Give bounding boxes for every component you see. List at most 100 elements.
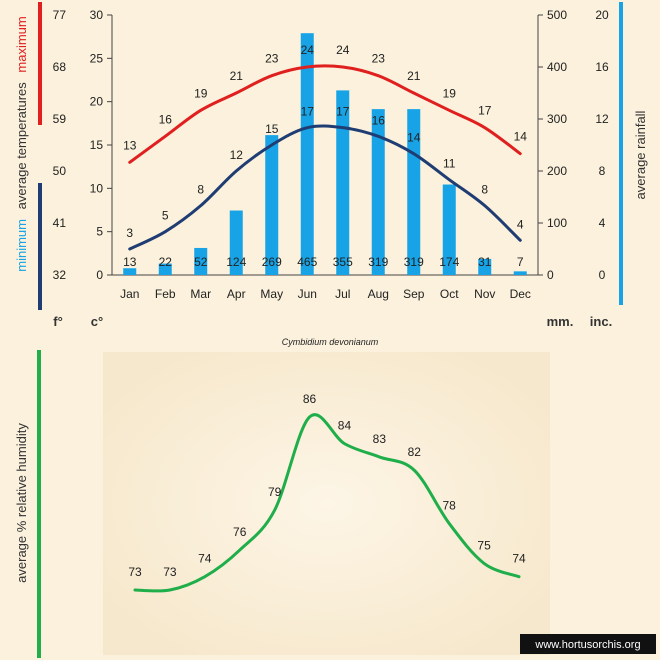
minimum-label-jul: 17 bbox=[336, 105, 350, 119]
humidity-label-feb: 73 bbox=[163, 565, 177, 579]
unit-inches: inc. bbox=[590, 314, 612, 329]
maximum-label: maximum bbox=[14, 16, 29, 72]
minimum-label-apr: 12 bbox=[230, 148, 244, 162]
minimum-label-mar: 8 bbox=[197, 183, 204, 197]
mm-tick-300: 300 bbox=[547, 112, 567, 126]
minimum-label-jun: 17 bbox=[301, 105, 315, 119]
fahrenheit-tick-68: 68 bbox=[53, 60, 67, 74]
inch-tick-0: 0 bbox=[599, 268, 606, 282]
celsius-tick-10: 10 bbox=[90, 181, 104, 195]
maximum-label-apr: 21 bbox=[230, 69, 244, 83]
maximum-label-jul: 24 bbox=[336, 43, 350, 57]
x-tick-apr: Apr bbox=[227, 287, 246, 301]
rainfall-label-jan: 13 bbox=[123, 255, 137, 269]
rainfall-bar-aug bbox=[371, 109, 385, 276]
maximum-label-dec: 14 bbox=[514, 130, 528, 144]
axis-ticks: Jan Feb Mar Apr May Jun Jul Aug Sep Oct Nov Dec 0 5 10… bbox=[53, 8, 609, 301]
unit-fahrenheit: f° bbox=[53, 314, 63, 329]
rainfall-bar-dec bbox=[513, 271, 527, 275]
minimum-label-aug: 16 bbox=[372, 113, 386, 127]
humidity-label-jan: 73 bbox=[128, 565, 142, 579]
rainfall-label-apr: 124 bbox=[226, 255, 246, 269]
inch-tick-4: 4 bbox=[599, 216, 606, 230]
unit-mm: mm. bbox=[547, 314, 574, 329]
rainfall-label-aug: 319 bbox=[368, 255, 388, 269]
maximum-label-jan: 13 bbox=[123, 138, 137, 152]
watermark-box bbox=[520, 634, 656, 654]
rainfall-label-may: 269 bbox=[262, 255, 282, 269]
fahrenheit-tick-59: 59 bbox=[53, 112, 67, 126]
humidity-chart: 73 73 74 76 79 86 84 83 82 78 75 74 bbox=[128, 392, 526, 593]
humidity-label-may: 79 bbox=[268, 485, 282, 499]
x-tick-nov: Nov bbox=[474, 287, 495, 301]
x-tick-sep: Sep bbox=[403, 287, 425, 301]
humidity-label-jun: 86 bbox=[303, 392, 317, 406]
celsius-tick-0: 0 bbox=[96, 268, 103, 282]
fahrenheit-tick-77: 77 bbox=[53, 8, 67, 22]
temperature-lines bbox=[128, 64, 522, 251]
maximum-label-may: 23 bbox=[265, 52, 279, 66]
celsius-tick-15: 15 bbox=[90, 138, 104, 152]
x-tick-aug: Aug bbox=[368, 287, 389, 301]
humidity-line bbox=[133, 413, 521, 593]
minimum-label-dec: 4 bbox=[517, 217, 524, 231]
rainfall-bar-jul bbox=[336, 90, 350, 276]
rainfall-axis-title: average rainfall bbox=[633, 110, 648, 199]
mm-tick-100: 100 bbox=[547, 216, 567, 230]
mm-tick-500: 500 bbox=[547, 8, 567, 22]
data-labels: 13 16 19 21 23 24 24 23 21 19 17 14 3 5 8 12 15 17 17 16 14 1… bbox=[123, 43, 527, 269]
maximum-label-sep: 21 bbox=[407, 69, 421, 83]
unit-celsius: c° bbox=[91, 314, 103, 329]
mm-tick-0: 0 bbox=[547, 268, 554, 282]
x-tick-oct: Oct bbox=[440, 287, 459, 301]
rainfall-label-jun: 465 bbox=[297, 255, 317, 269]
humidity-panel bbox=[103, 352, 550, 655]
maximum-label-feb: 16 bbox=[159, 112, 173, 126]
humidity-axis-title: average % relative humidity bbox=[14, 423, 29, 583]
fahrenheit-tick-32: 32 bbox=[53, 268, 67, 282]
minimum-label-sep: 14 bbox=[407, 131, 421, 145]
humidity-label-oct: 78 bbox=[443, 498, 457, 512]
humidity-label-mar: 74 bbox=[198, 552, 212, 566]
minimum-temperature-line bbox=[128, 124, 522, 251]
rainfall-label-feb: 22 bbox=[159, 255, 173, 269]
x-tick-may: May bbox=[260, 287, 283, 301]
inch-tick-16: 16 bbox=[595, 60, 609, 74]
x-tick-jun: Jun bbox=[298, 287, 317, 301]
x-tick-mar: Mar bbox=[190, 287, 211, 301]
rainfall-label-nov: 31 bbox=[478, 255, 492, 269]
humidity-label-sep: 82 bbox=[408, 445, 422, 459]
rainfall-bar-mar bbox=[194, 247, 208, 275]
humidity-label-aug: 83 bbox=[373, 432, 387, 446]
minimum-label-feb: 5 bbox=[162, 209, 169, 223]
mm-tick-200: 200 bbox=[547, 164, 567, 178]
species-subtitle: Cymbidium devonianum bbox=[282, 337, 379, 347]
watermark: www.hortusorchis.org bbox=[534, 639, 640, 651]
rainfall-label-jul: 355 bbox=[333, 255, 353, 269]
minimum-label-oct: 11 bbox=[443, 157, 456, 171]
rainfall-bar-may bbox=[265, 135, 279, 275]
inch-tick-20: 20 bbox=[595, 8, 609, 22]
maximum-label-jun: 24 bbox=[301, 43, 315, 57]
fahrenheit-tick-50: 50 bbox=[53, 164, 67, 178]
x-tick-jul: Jul bbox=[335, 287, 350, 301]
mm-tick-400: 400 bbox=[547, 60, 567, 74]
humidity-label-dec: 74 bbox=[512, 552, 526, 566]
temperatures-label: average temperatures bbox=[14, 82, 29, 210]
rainfall-bar-nov bbox=[478, 258, 492, 275]
celsius-tick-30: 30 bbox=[90, 8, 104, 22]
rainfall-bar-apr bbox=[229, 210, 243, 275]
rainfall-label-mar: 52 bbox=[194, 255, 208, 269]
x-tick-dec: Dec bbox=[510, 287, 531, 301]
maximum-temperature-line bbox=[128, 64, 522, 164]
celsius-tick-20: 20 bbox=[90, 95, 104, 109]
rainfall-label-oct: 174 bbox=[439, 255, 459, 269]
rainfall-label-dec: 7 bbox=[517, 255, 524, 269]
minimum-label-nov: 8 bbox=[481, 183, 488, 197]
humidity-label-nov: 75 bbox=[477, 538, 491, 552]
rainfall-bar-jun bbox=[300, 33, 314, 276]
inch-tick-8: 8 bbox=[599, 164, 606, 178]
minimum-label: minimum bbox=[14, 219, 29, 272]
maximum-label-oct: 19 bbox=[443, 86, 457, 100]
